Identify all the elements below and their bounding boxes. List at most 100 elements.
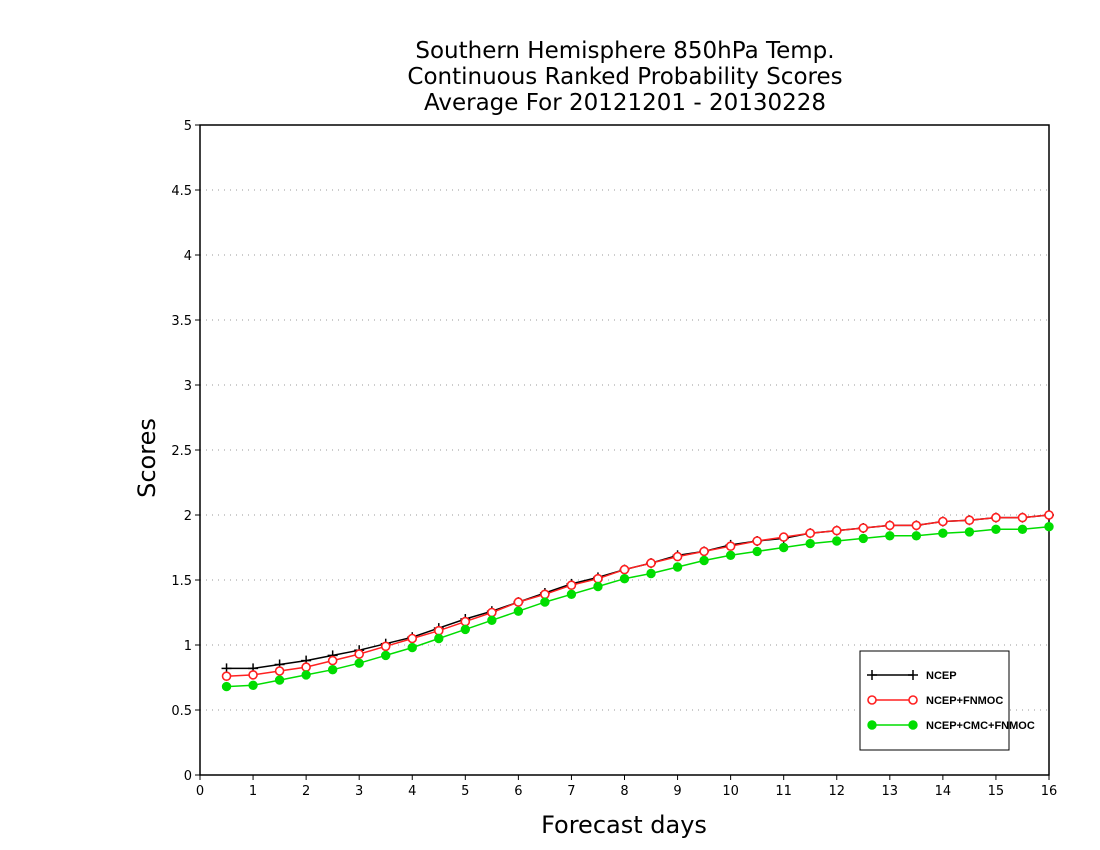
y-tick-label: 1 [184,639,192,654]
x-axis-label: Forecast days [541,811,707,839]
data-point [672,562,683,572]
data-point [646,558,656,568]
data-point [1044,510,1054,520]
data-point [752,536,762,546]
legend-marker [908,720,918,730]
data-point [1044,522,1054,532]
legend-marker [867,720,877,730]
y-tick-label: 1.5 [171,574,192,589]
legend-entry-label: NCEP+CMC+FNMOC [926,720,1035,732]
data-point [699,555,709,566]
legend-entry-label: NCEP+FNMOC [926,695,1003,707]
data-point [1017,524,1028,534]
legend: NCEP NCEP+FNMOC NCEP+CMC+FNMOC [859,650,1035,751]
data-point [964,515,975,526]
data-series [221,510,1054,692]
y-tick-label: 2 [184,509,192,524]
data-point [221,671,232,682]
data-point [991,524,1001,534]
x-tick-label: 7 [567,784,575,799]
chart-title-line-1: Southern Hemisphere 850hPa Temp. [415,38,834,64]
data-point [460,624,471,635]
plot-frame [199,124,1050,776]
y-tick-label: 4.5 [171,184,192,199]
data-point [407,633,418,644]
y-tick-label: 5 [184,119,192,134]
x-tick-label: 13 [882,784,899,799]
x-tick-label: 3 [355,784,363,799]
data-point [885,531,895,541]
data-point [911,520,922,531]
data-point [274,675,285,685]
data-point [274,666,285,676]
data-point [831,525,842,536]
data-point [672,551,683,562]
x-tick-label: 9 [673,784,681,799]
y-tick-label: 2.5 [171,444,192,459]
series-ncep-cmc-fnmoc [221,522,1054,692]
data-point [221,681,232,692]
data-point [858,533,868,544]
data-point [513,597,524,607]
legend-marker [908,695,918,705]
data-point [381,650,391,661]
data-point [566,589,577,599]
data-point [778,532,789,542]
legend-marker [908,670,918,680]
x-tick-label: 15 [988,784,1005,799]
data-point [327,655,338,666]
x-tick-label: 12 [828,784,845,799]
data-point [593,581,603,592]
data-point [327,665,338,675]
series-line [226,514,1050,670]
y-tick-label: 0.5 [171,704,192,719]
x-tick-label: 16 [1041,784,1058,799]
data-point [301,662,311,672]
data-point [911,531,922,541]
series-ncep-fnmoc [221,510,1054,682]
data-point [566,580,577,591]
data-point [885,520,895,531]
x-tick-label: 0 [196,784,204,799]
data-point [725,541,736,552]
data-point [354,649,364,659]
data-point [248,670,258,680]
data-point [433,625,444,636]
data-point [964,527,975,537]
y-tick-label: 3.5 [171,314,192,329]
x-tick-label: 5 [461,784,469,799]
data-point [380,641,391,652]
data-point [752,546,762,557]
data-point [487,607,497,618]
y-axis-label: Scores [133,418,161,498]
data-point [540,589,550,600]
data-point [513,606,524,616]
data-point [460,616,471,627]
y-tick-label: 3 [184,379,192,394]
y-tick-label: 4 [184,249,192,264]
x-tick-label: 6 [514,784,522,799]
data-point [725,550,736,560]
data-point [619,564,630,575]
data-point [354,658,364,668]
data-point [407,642,417,653]
data-point [619,574,630,584]
data-point [938,516,948,527]
legend-marker [867,695,877,705]
data-point [778,542,789,553]
data-point [646,568,656,579]
data-point [699,546,709,557]
axes: 00.511.522.533.544.550 1 2 3 4 5 6 7 8 9 10 11 12 13 1… [171,119,1057,799]
x-tick-label: 8 [620,784,628,799]
data-point [301,670,311,680]
x-tick-label: 10 [722,784,739,799]
x-tick-label: 14 [935,784,952,799]
chart-title-line-3: Average For 20121201 - 20130228 [424,90,826,116]
data-point [487,615,497,625]
x-tick-label: 2 [302,784,310,799]
data-point [1017,512,1028,523]
legend-entry-label: NCEP [926,670,957,682]
data-point [805,538,815,549]
legend-marker [867,670,877,680]
